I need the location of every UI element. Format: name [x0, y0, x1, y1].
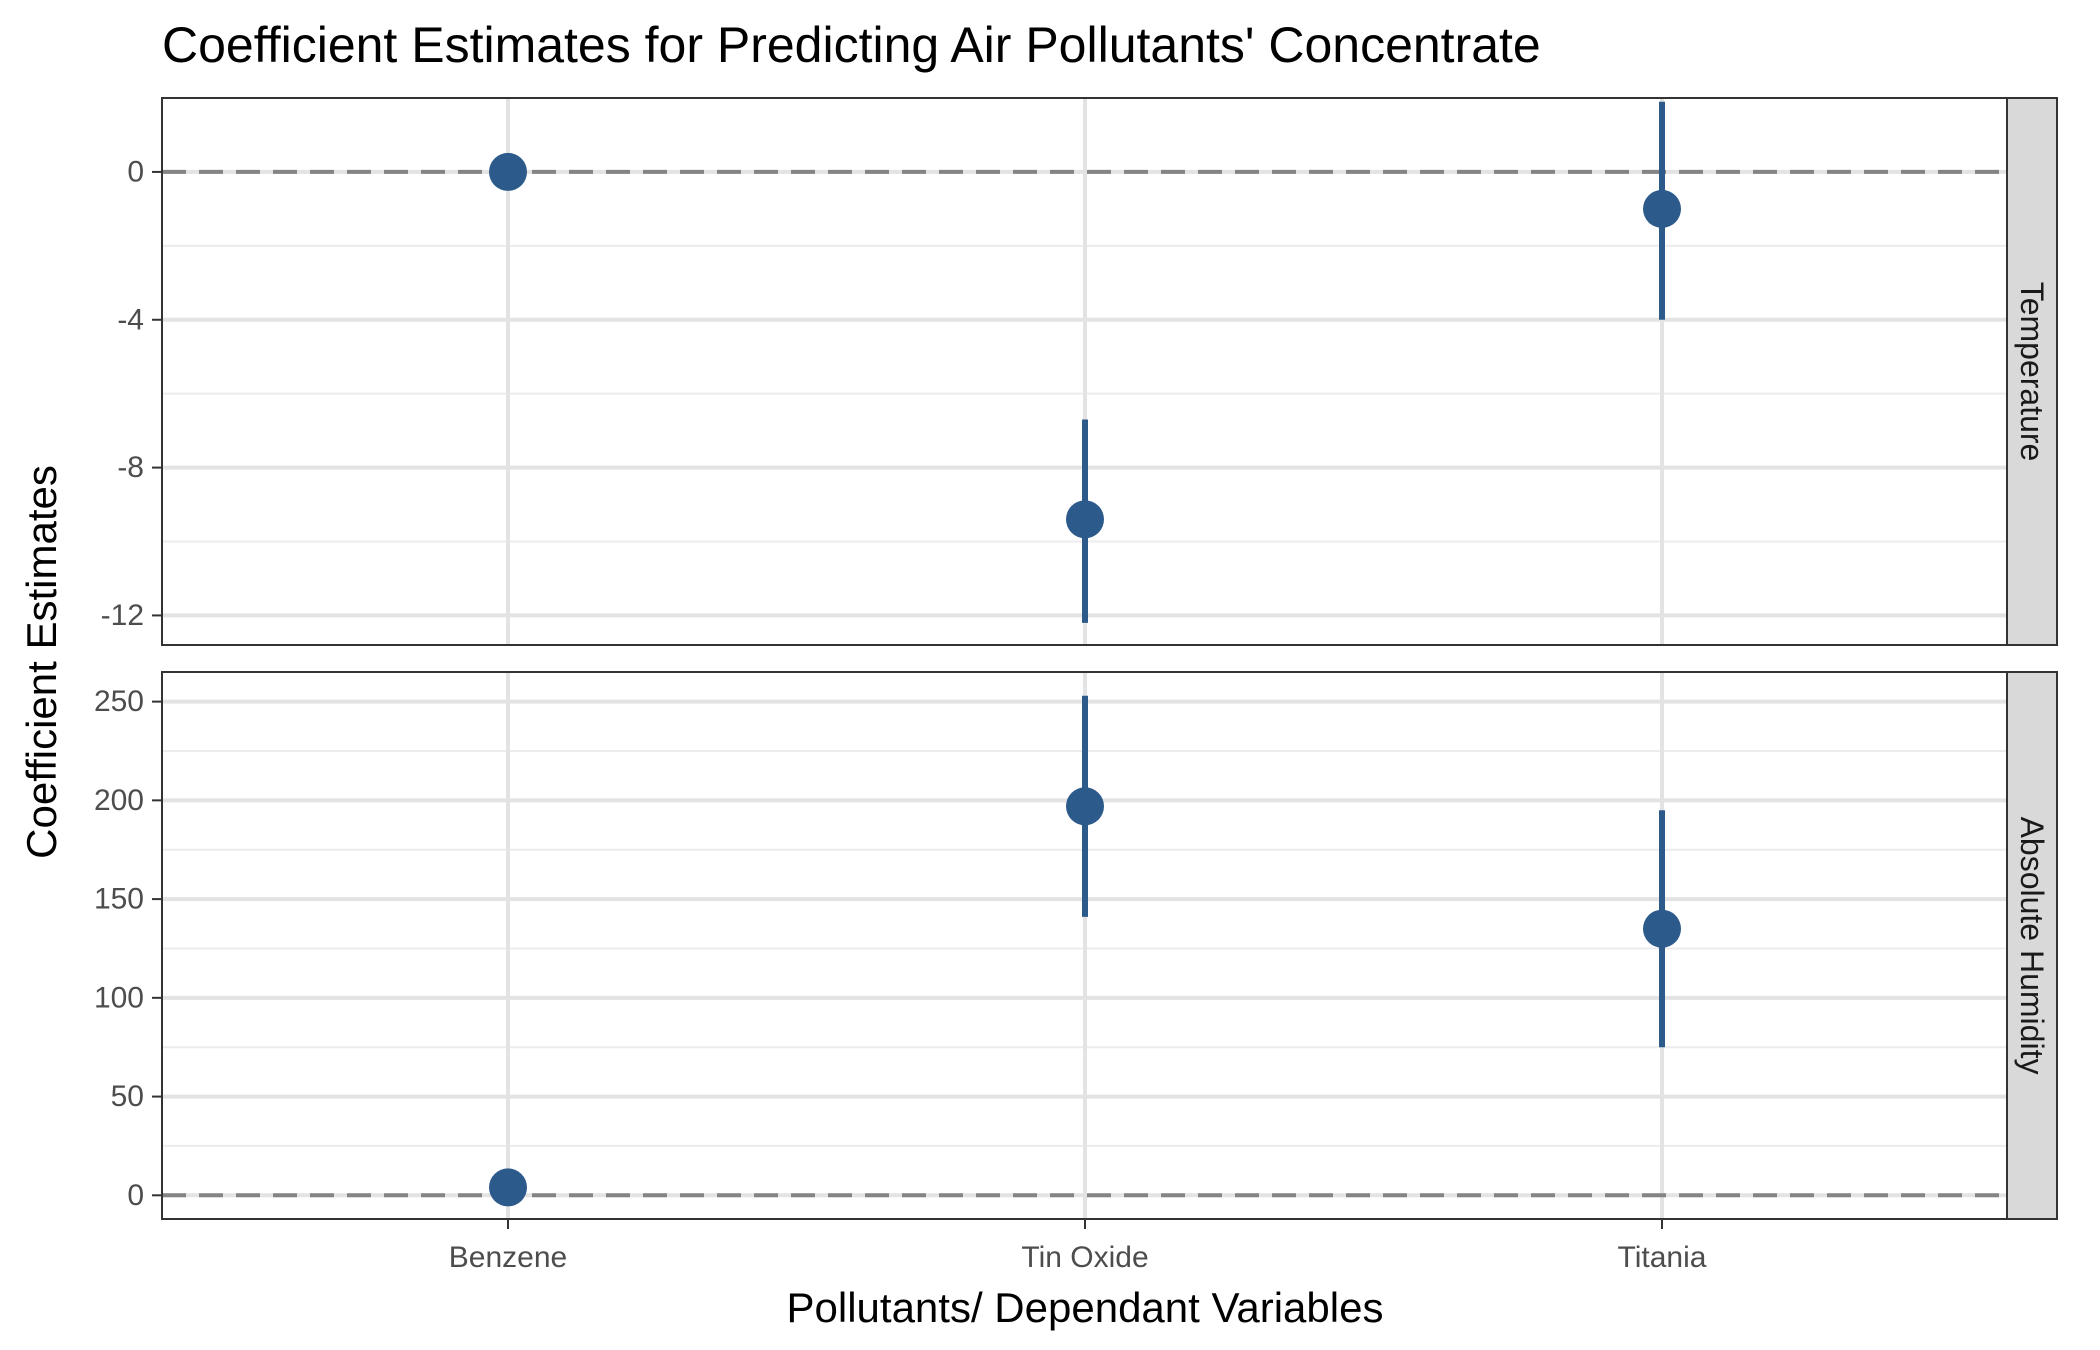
y-tick-label: 100	[94, 981, 144, 1014]
estimate-point	[489, 1168, 527, 1207]
y-tick-label: 0	[127, 155, 144, 188]
estimate-point	[1066, 787, 1104, 826]
y-tick-label: 200	[94, 784, 144, 817]
x-tick-label: Tin Oxide	[1021, 1241, 1148, 1274]
y-axis-title: Coefficient Estimates	[18, 465, 65, 859]
y-tick-label: 0	[127, 1179, 144, 1212]
estimate-point	[1066, 500, 1104, 539]
estimate-point	[489, 152, 527, 191]
y-tick-label: -4	[117, 303, 144, 336]
y-tick-label: 150	[94, 883, 144, 916]
facet-panel-2: Absolute Humidity 0 50 100 150 200 250	[94, 671, 2058, 1220]
facet-strip-label: Absolute Humidity	[2014, 817, 2050, 1075]
y-tick-label: 250	[94, 685, 144, 718]
facet-panel-1: Temperature 0 -4 -8 -12	[101, 97, 2058, 646]
y-tick-label: -12	[101, 599, 144, 632]
chart-title: Coefficient Estimates for Predicting Air…	[162, 17, 1541, 73]
x-tick-label: Benzene	[449, 1241, 567, 1274]
facet-strip	[2006, 97, 2058, 646]
facet-strip-label: Temperature	[2014, 282, 2050, 462]
facet-strip	[2006, 671, 2058, 1220]
x-tick-label: Titania	[1618, 1241, 1707, 1274]
y-tick-label: 50	[111, 1080, 144, 1113]
estimate-point	[1643, 909, 1681, 948]
estimate-point	[1643, 189, 1681, 228]
x-axis-title: Pollutants/ Dependant Variables	[787, 1284, 1384, 1331]
plot-layer: Temperature 0 -4 -8 -12 Absolute Humidity 0 50 1…	[94, 97, 2058, 1274]
y-tick-label: -8	[117, 451, 144, 484]
